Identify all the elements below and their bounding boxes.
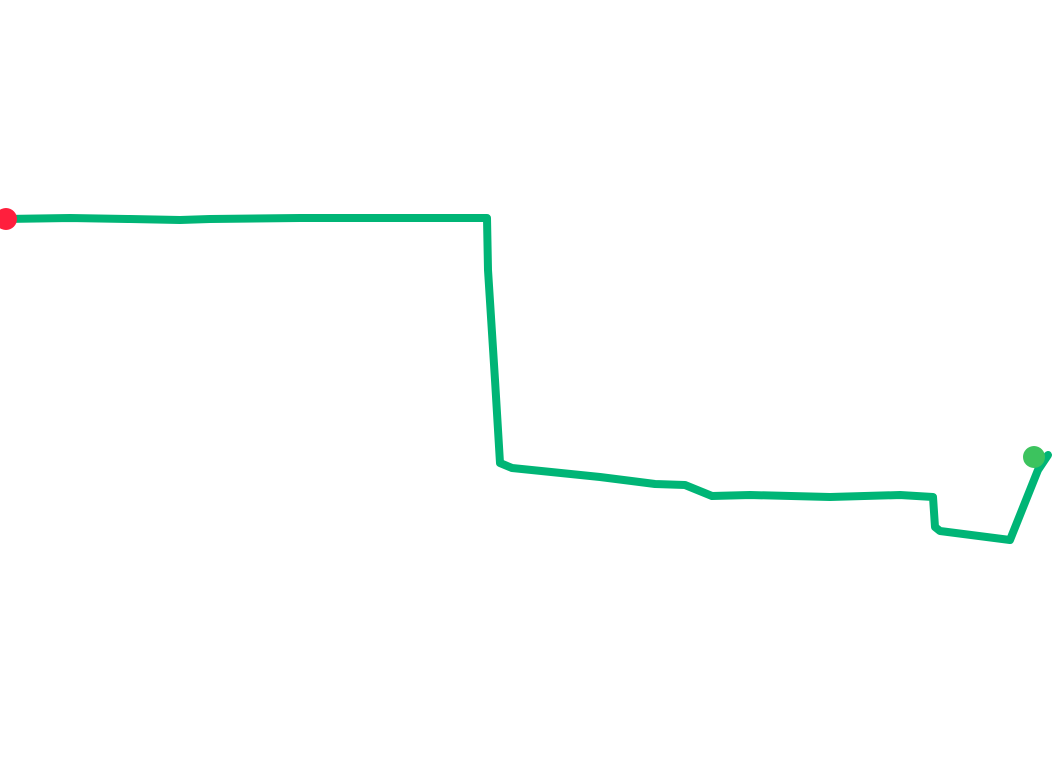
route-line bbox=[1, 214, 1052, 544]
end-marker[interactable] bbox=[1023, 446, 1045, 468]
start-marker[interactable] bbox=[0, 208, 17, 230]
